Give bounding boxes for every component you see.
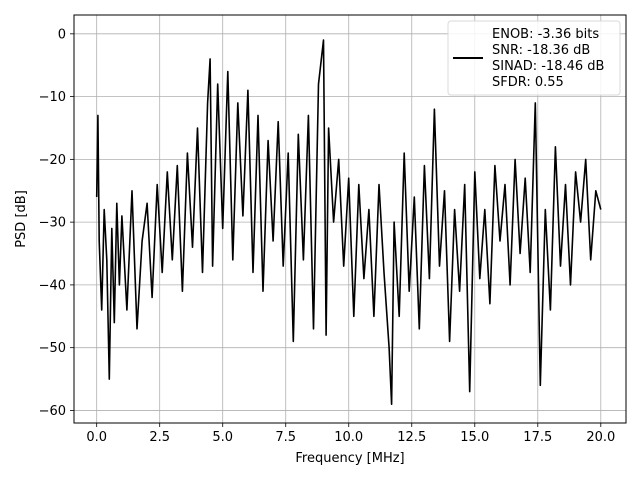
y-tick-label: −10 bbox=[39, 90, 66, 105]
x-axis-label: Frequency [MHz] bbox=[295, 451, 404, 466]
y-tick-label: −50 bbox=[39, 341, 66, 356]
x-tick-label: 0.0 bbox=[86, 430, 107, 445]
plot-frame bbox=[73, 14, 627, 424]
y-tick-label: −20 bbox=[39, 153, 66, 168]
legend-box bbox=[447, 20, 621, 96]
x-tick-label: 5.0 bbox=[212, 430, 233, 445]
y-tick-label: −40 bbox=[39, 278, 66, 293]
x-tick-label: 2.5 bbox=[149, 430, 170, 445]
data-layer bbox=[95, 39, 602, 406]
y-tick-label: 0 bbox=[58, 27, 66, 42]
x-tick-label: 20.0 bbox=[586, 430, 615, 445]
psd-series-line bbox=[95, 39, 602, 406]
legend-entry-snr: SNR: -18.36 dB bbox=[492, 43, 590, 58]
x-tick-label: 7.5 bbox=[275, 430, 296, 445]
ticks: 0.0 2.5 5.0 7.5 10.0 12.5 15.0 17.5 20.0 0 −10 −20 −… bbox=[39, 27, 616, 445]
legend-entry-sinad: SINAD: -18.46 dB bbox=[492, 59, 604, 74]
x-tick-label: 17.5 bbox=[523, 430, 552, 445]
y-tick-label: −60 bbox=[39, 404, 66, 419]
legend-entry-enob: ENOB: -3.36 bits bbox=[492, 27, 599, 42]
y-tick-label: −30 bbox=[39, 216, 66, 231]
y-axis-label: PSD [dB] bbox=[14, 190, 29, 248]
x-tick-label: 12.5 bbox=[397, 430, 426, 445]
x-tick-label: 15.0 bbox=[460, 430, 489, 445]
x-tick-label: 10.0 bbox=[334, 430, 363, 445]
legend-entry-sfdr: SFDR: 0.55 bbox=[492, 75, 564, 90]
legend: ENOB: -3.36 bits SNR: -18.36 dB SINAD: -… bbox=[447, 20, 621, 96]
